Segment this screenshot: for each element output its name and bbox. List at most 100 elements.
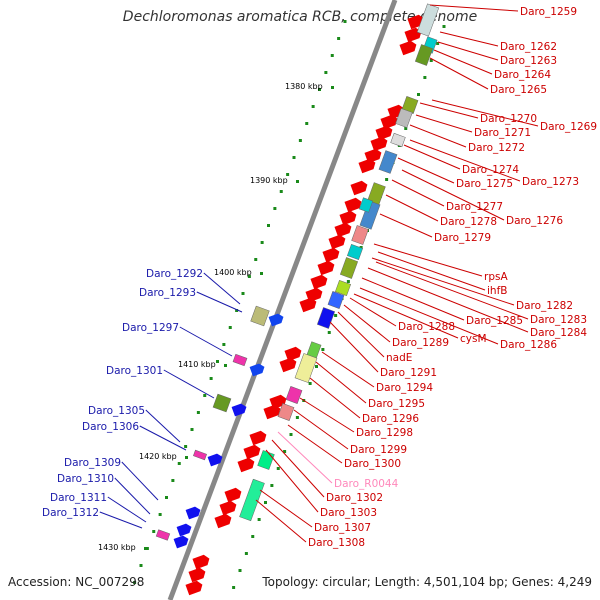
scale-tick	[321, 348, 325, 351]
leader-line	[293, 409, 349, 450]
gene-label: Daro_1292	[146, 268, 203, 280]
gene-label: Daro_1307	[314, 522, 371, 534]
scale-tick	[190, 428, 194, 431]
leader-line	[315, 361, 367, 404]
gene-label: Daro_1310	[57, 473, 114, 485]
scale-tick	[228, 326, 232, 329]
gene-label: Daro_1284	[530, 327, 587, 339]
forward-gene-arrow	[310, 274, 328, 290]
scale-tick	[295, 416, 299, 419]
feature-block	[257, 450, 275, 470]
scale-tick	[165, 496, 168, 499]
scale-tick	[144, 547, 147, 550]
gene-label: Daro_1259	[520, 6, 577, 18]
gene-label: Daro_1300	[344, 458, 401, 470]
scale-tick	[404, 127, 408, 130]
leader-line	[373, 243, 483, 277]
forward-gene-arrow	[279, 357, 297, 373]
gene-label: Daro_1294	[376, 382, 433, 394]
leader-line	[377, 251, 486, 291]
gene-label: cysM	[460, 333, 487, 345]
leader-line	[409, 139, 521, 182]
scale-tick	[331, 86, 334, 89]
leader-line	[107, 496, 147, 523]
gene-label: Daro_1306	[82, 421, 139, 433]
leader-line	[371, 257, 515, 306]
scale-tick	[273, 207, 277, 210]
scale-tick	[235, 309, 239, 312]
gene-label: Daro_1296	[362, 413, 419, 425]
scale-tick	[222, 343, 226, 346]
reverse-gene-arrow	[231, 403, 247, 417]
gene-label: Daro_1308	[308, 537, 365, 549]
scale-tick	[241, 292, 245, 295]
reverse-gene-arrow	[207, 453, 223, 467]
forward-gene-arrow	[350, 180, 368, 196]
forward-gene-arrow	[404, 27, 422, 43]
scale-tick	[171, 479, 175, 482]
forward-gene-arrow	[334, 222, 352, 238]
reverse-feature-block	[193, 449, 207, 461]
scale-tick	[254, 258, 258, 261]
scale-tick	[324, 71, 328, 74]
reverse-gene-arrow	[176, 523, 192, 537]
forward-gene-arrow	[214, 513, 232, 529]
leader-line	[163, 369, 215, 399]
scale-tick	[260, 241, 264, 244]
leader-line	[309, 377, 361, 419]
reverse-feature-block	[155, 529, 171, 541]
scale-tick	[308, 382, 312, 385]
gene-label: ihfB	[487, 285, 507, 297]
gene-label: Daro_1272	[468, 142, 525, 154]
scale-tick	[152, 530, 156, 533]
scale-label: 1410 kbp	[178, 360, 216, 369]
leader-line	[265, 449, 319, 513]
scale-tick	[359, 246, 363, 249]
leader-line	[403, 144, 461, 170]
scale-tick	[337, 37, 341, 40]
scale-tick	[305, 122, 309, 125]
leader-line	[401, 169, 505, 221]
scale-tick	[133, 581, 137, 584]
leader-line	[203, 272, 241, 305]
gene-label: Daro_1311	[50, 492, 107, 504]
forward-gene-arrow	[358, 158, 376, 174]
gene-label: Daro_1275	[456, 178, 513, 190]
gene-label: Daro_1295	[368, 398, 425, 410]
feature-block	[358, 197, 374, 213]
leader-line	[353, 293, 459, 339]
scale-tick	[158, 513, 162, 516]
scale-tick	[417, 93, 420, 96]
feature-block	[359, 200, 381, 230]
forward-gene-arrow	[328, 234, 346, 250]
leader-line	[287, 424, 343, 464]
feature-block	[395, 108, 413, 128]
gene-label: Daro_1274	[462, 164, 519, 176]
forward-gene-arrow	[380, 114, 398, 130]
gene-label: Daro_1270	[480, 113, 537, 125]
forward-gene-arrow	[299, 297, 317, 313]
scale-tick	[315, 365, 318, 368]
forward-gene-arrow	[370, 136, 388, 152]
leader-line	[397, 157, 455, 184]
genome-summary-text: Topology: circular; Length: 4,501,104 bp…	[262, 575, 592, 589]
scale-tick	[442, 25, 446, 28]
scale-tick	[423, 76, 427, 79]
forward-gene-arrow	[399, 40, 417, 56]
leader-line	[419, 102, 479, 119]
feature-group	[155, 3, 440, 596]
reverse-gene-arrow	[268, 313, 284, 327]
gene-label: Daro_1278	[440, 216, 497, 228]
scale-tick	[267, 224, 270, 227]
forward-gene-arrow	[339, 210, 357, 226]
gene-label: rpsA	[484, 271, 508, 283]
leader-line	[337, 311, 385, 358]
leader-line	[375, 261, 529, 320]
forward-gene-arrow	[219, 500, 237, 516]
gene-label: Daro_1298	[356, 427, 413, 439]
feature-block	[316, 307, 336, 329]
gene-label: Daro_1302	[326, 492, 383, 504]
gene-label: Daro_1289	[392, 337, 449, 349]
leader-line	[429, 4, 519, 12]
